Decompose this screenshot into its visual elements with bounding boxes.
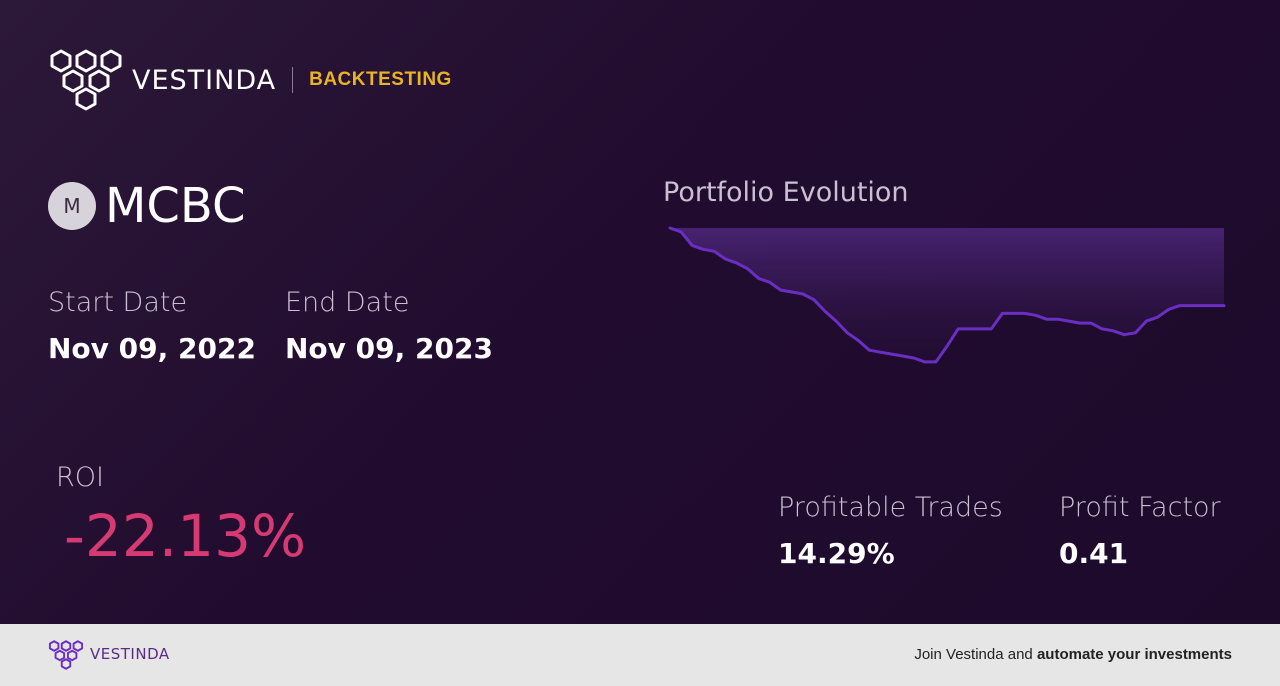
chart-series-line (668, 226, 1226, 364)
vestinda-footer-logo-icon[interactable] (48, 639, 84, 671)
footer-bar: VESTINDA Join Vestinda and automate your… (0, 624, 1280, 686)
ticker-initial: M (63, 194, 81, 218)
end-date-label: End Date (285, 287, 410, 318)
profit-factor-value: 0.41 (1059, 537, 1129, 570)
start-date-value: Nov 09, 2022 (48, 332, 256, 365)
chart-title: Portfolio Evolution (663, 177, 909, 208)
footer-brand-name[interactable]: VESTINDA (90, 645, 170, 663)
brand-header: VESTINDA BACKTESTING (48, 47, 452, 113)
vestinda-logo-icon (50, 49, 122, 111)
roi-label: ROI (56, 462, 104, 493)
start-date-label: Start Date (48, 287, 188, 318)
roi-value: -22.13% (64, 502, 307, 570)
brand-name: VESTINDA (132, 64, 277, 96)
portfolio-chart (668, 226, 1226, 364)
brand-divider (292, 67, 294, 93)
profitable-trades-label: Profitable Trades (778, 492, 1003, 523)
ticker-symbol: MCBC (105, 178, 246, 234)
brand-tag: BACKTESTING (309, 69, 452, 90)
footer-cta[interactable]: Join Vestinda and automate your investme… (914, 646, 1232, 663)
profit-factor-label: Profit Factor (1059, 492, 1221, 523)
backtest-card: VESTINDA BACKTESTING M MCBC Start Date N… (0, 0, 1280, 624)
footer-cta-prefix: Join Vestinda and (914, 646, 1037, 663)
profitable-trades-value: 14.29% (778, 537, 895, 570)
ticker: M MCBC (48, 178, 246, 234)
ticker-avatar: M (48, 182, 96, 230)
end-date-value: Nov 09, 2023 (285, 332, 493, 365)
chart-area-fill (670, 228, 1224, 362)
footer-cta-bold: automate your investments (1036, 646, 1232, 663)
